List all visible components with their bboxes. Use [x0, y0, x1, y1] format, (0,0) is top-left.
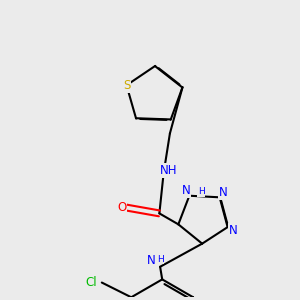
Text: NH: NH [160, 164, 177, 177]
Text: N: N [146, 254, 155, 267]
Text: N: N [229, 224, 237, 237]
Text: H: H [157, 255, 164, 264]
Text: O: O [117, 201, 126, 214]
Text: S: S [123, 79, 130, 92]
Text: H: H [198, 187, 205, 196]
Text: N: N [219, 186, 228, 199]
Text: Cl: Cl [85, 276, 97, 289]
Text: N: N [182, 184, 190, 197]
